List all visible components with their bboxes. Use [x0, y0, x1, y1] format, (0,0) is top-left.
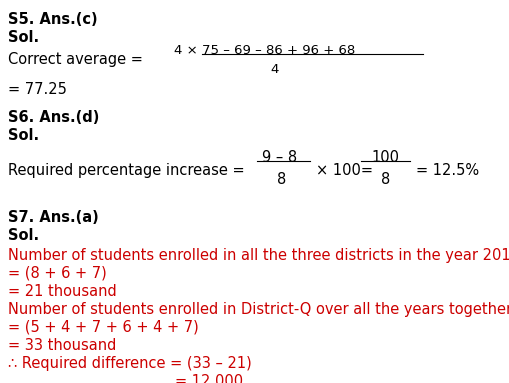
Text: S7. Ans.(a): S7. Ans.(a)	[8, 210, 99, 225]
Text: Sol.: Sol.	[8, 228, 39, 243]
Text: 8: 8	[277, 172, 286, 187]
Text: 4 × 75 – 69 – 86 + 96 + 68: 4 × 75 – 69 – 86 + 96 + 68	[174, 44, 355, 57]
Text: S6. Ans.(d): S6. Ans.(d)	[8, 110, 99, 125]
Text: Number of students enrolled in all the three districts in the year 2014: Number of students enrolled in all the t…	[8, 248, 509, 263]
Text: × 100=: × 100=	[316, 163, 372, 178]
Text: ∴ Required difference = (33 – 21): ∴ Required difference = (33 – 21)	[8, 356, 251, 371]
Text: = (5 + 4 + 7 + 6 + 4 + 7): = (5 + 4 + 7 + 6 + 4 + 7)	[8, 320, 199, 335]
Text: = 77.25: = 77.25	[8, 82, 67, 97]
Text: 8: 8	[381, 172, 390, 187]
Text: S5. Ans.(c): S5. Ans.(c)	[8, 12, 97, 27]
Text: Sol.: Sol.	[8, 128, 39, 143]
Text: Required percentage increase =: Required percentage increase =	[8, 163, 249, 178]
Text: Correct average =: Correct average =	[8, 52, 147, 67]
Text: = 21 thousand: = 21 thousand	[8, 284, 117, 299]
Text: 100: 100	[370, 150, 398, 165]
Text: 9 – 8: 9 – 8	[262, 150, 297, 165]
Text: = 12,000: = 12,000	[175, 374, 243, 383]
Text: Number of students enrolled in District-Q over all the years together: Number of students enrolled in District-…	[8, 302, 509, 317]
Text: = (8 + 6 + 7): = (8 + 6 + 7)	[8, 266, 106, 281]
Text: Sol.: Sol.	[8, 30, 39, 45]
Text: 4: 4	[270, 63, 278, 76]
Text: = 33 thousand: = 33 thousand	[8, 338, 116, 353]
Text: = 12.5%: = 12.5%	[415, 163, 478, 178]
